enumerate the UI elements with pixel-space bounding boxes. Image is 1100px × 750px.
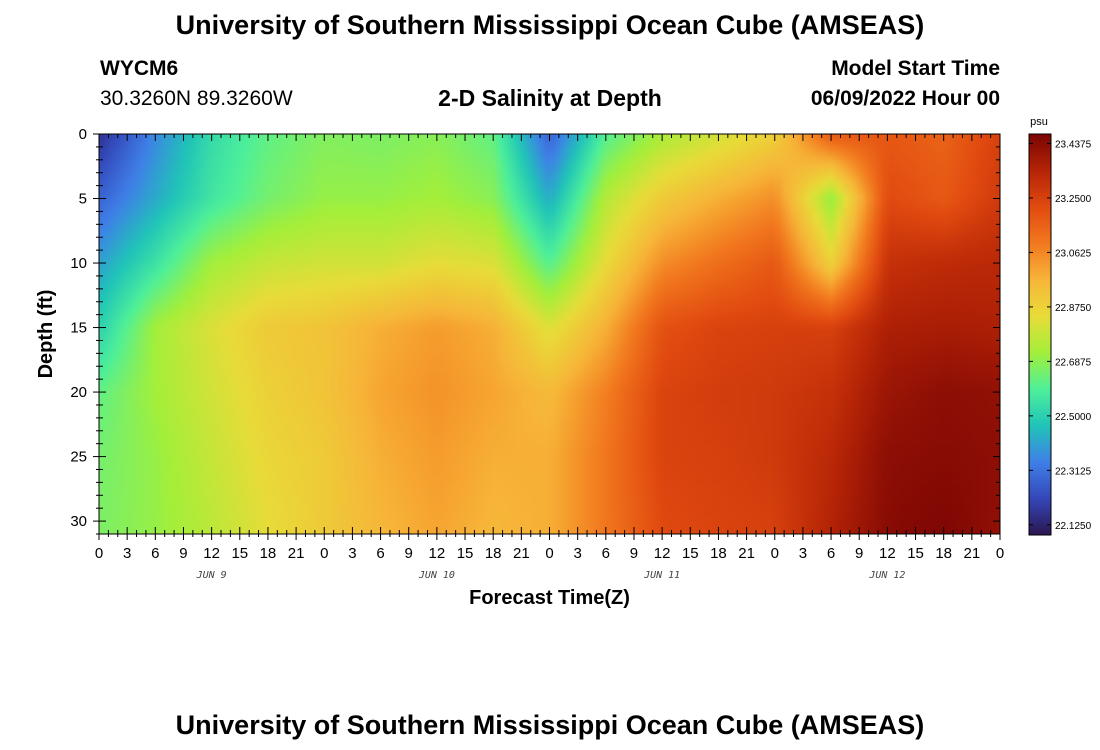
colorbar-tick-label: 22.8750 [1055,303,1092,314]
y-axis-title: Depth (ft) [35,290,57,379]
date-label: JUN 12 [868,570,905,581]
x-tick-label: 18 [710,545,727,562]
x-axis-tick-labels: 0 3 6 9 12 15 18 21 0 3 6 9 12 15 18 21 0 3 6 9 12 15 18 21 0 3 6 9… [95,545,1004,562]
x-tick-label: 3 [799,545,807,562]
model-start-value: 06/09/2022 Hour 00 [810,87,1000,110]
colorbar-tick-label: 23.0625 [1055,248,1092,259]
salinity-heatmap [99,134,1000,534]
x-tick-label: 18 [935,545,952,562]
y-tick-label: 20 [70,384,87,401]
y-axis-ticks [93,133,1000,535]
x-tick-label: 6 [602,545,610,562]
colorbar-tick-label: 22.5000 [1055,412,1092,423]
x-tick-label: 3 [123,545,131,562]
x-axis-ticks [98,134,1001,540]
x-tick-label: 6 [376,545,384,562]
x-tick-label: 0 [95,545,103,562]
y-tick-label: 5 [79,191,87,208]
date-label: JUN 9 [196,570,227,581]
date-label: JUN 10 [418,570,455,581]
colorbar-unit-label: psu [1030,116,1048,128]
page-title: University of Southern Mississippi Ocean… [175,10,925,40]
x-tick-label: 0 [320,545,328,562]
y-tick-label: 0 [79,126,87,143]
x-tick-label: 18 [260,545,277,562]
x-tick-label: 15 [682,545,699,562]
x-tick-label: 9 [405,545,413,562]
date-label: JUN 11 [643,570,680,581]
x-tick-label: 6 [151,545,159,562]
y-tick-label: 15 [70,320,87,337]
x-tick-label: 0 [996,545,1004,562]
x-tick-label: 9 [855,545,863,562]
y-tick-label: 25 [70,449,87,466]
station-coordinates: 30.3260N 89.3260W [100,87,293,110]
x-tick-label: 21 [964,545,981,562]
colorbar-ticks: 23.4375 23.2500 23.0625 22.8750 22.6875 22.50… [1029,139,1092,532]
model-start-label: Model Start Time [831,57,1000,80]
x-tick-label: 15 [231,545,248,562]
y-tick-label: 10 [70,255,87,272]
y-tick-label: 30 [70,513,87,530]
x-tick-label: 12 [654,545,671,562]
x-tick-label: 3 [348,545,356,562]
x-tick-label: 21 [738,545,755,562]
plot-subtitle: 2-D Salinity at Depth [438,85,662,111]
x-tick-label: 6 [827,545,835,562]
x-tick-label: 15 [907,545,924,562]
x-tick-label: 9 [630,545,638,562]
y-axis-tick-labels: 0 5 10 15 20 25 30 [70,126,87,530]
footer-title: University of Southern Mississippi Ocean… [175,710,925,740]
x-tick-label: 0 [545,545,553,562]
colorbar-tick-label: 23.2500 [1055,194,1092,205]
x-tick-label: 9 [179,545,187,562]
x-tick-label: 12 [203,545,220,562]
x-axis-title: Forecast Time(Z) [469,587,630,609]
x-tick-label: 3 [573,545,581,562]
colorbar [1028,133,1052,536]
x-tick-label: 21 [513,545,530,562]
colorbar-tick-label: 22.1250 [1055,521,1092,532]
x-tick-label: 21 [288,545,305,562]
colorbar-tick-label: 23.4375 [1055,139,1092,150]
date-labels: JUN 9 JUN 10 JUN 11 JUN 12 [196,570,906,581]
station-name: WYCM6 [100,57,179,80]
x-tick-label: 12 [429,545,446,562]
x-tick-label: 12 [879,545,896,562]
colorbar-tick-label: 22.3125 [1055,466,1092,477]
x-tick-label: 0 [771,545,779,562]
x-tick-label: 15 [457,545,474,562]
x-tick-label: 18 [485,545,502,562]
colorbar-tick-label: 22.6875 [1055,357,1092,368]
